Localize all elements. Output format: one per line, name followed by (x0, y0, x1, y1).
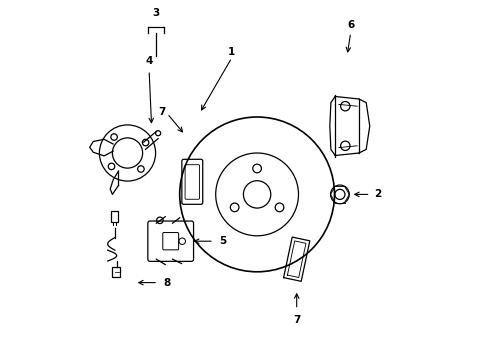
Bar (110, 211, 118, 222)
Text: 7: 7 (292, 315, 300, 325)
Text: 6: 6 (346, 20, 354, 30)
Text: 7: 7 (158, 107, 165, 117)
Text: 1: 1 (228, 47, 235, 57)
Text: 4: 4 (145, 56, 152, 66)
Text: 3: 3 (152, 8, 160, 18)
Text: 8: 8 (163, 278, 170, 288)
Text: 5: 5 (219, 236, 226, 246)
Text: 2: 2 (373, 189, 381, 199)
Bar (112, 267, 120, 277)
